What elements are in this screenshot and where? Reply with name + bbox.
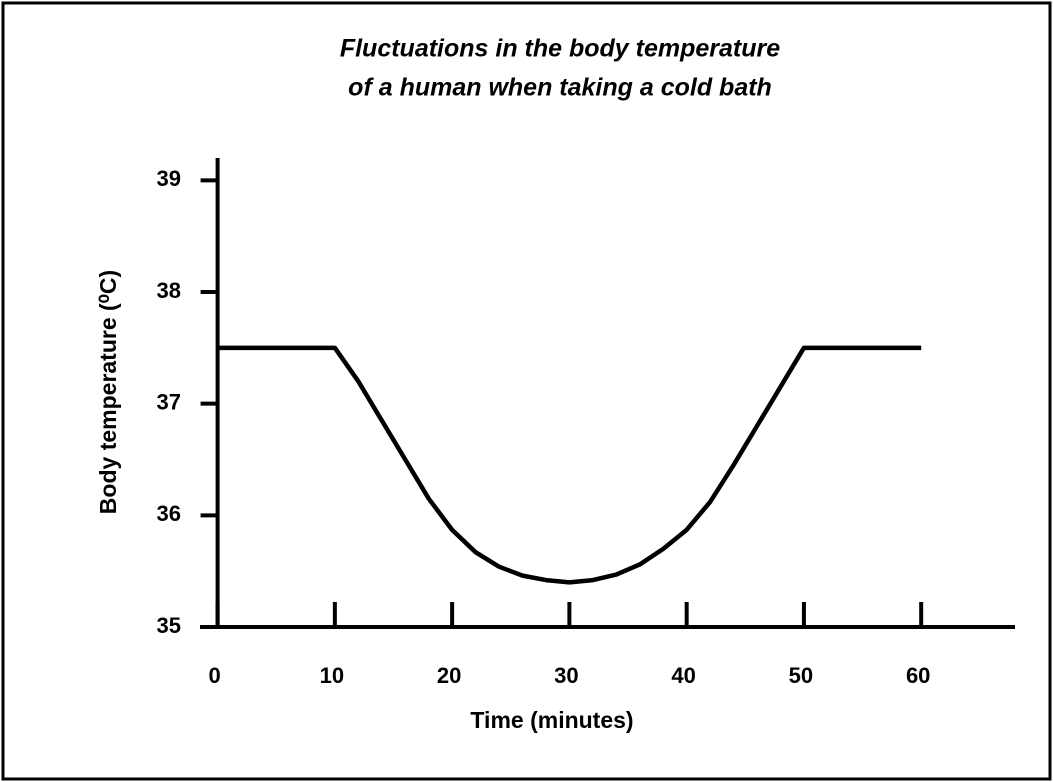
x-tick-label: 0 [208, 663, 220, 688]
chart-title: Fluctuations in the body temperature [340, 35, 780, 63]
x-axis-label: Time (minutes) [470, 707, 633, 733]
x-tick-label: 10 [320, 663, 344, 688]
x-tick-label: 50 [789, 663, 813, 688]
y-tick-label: 39 [157, 166, 181, 191]
y-axis-label: Body temperature (⁰C) [95, 270, 121, 514]
x-tick-label: 40 [671, 663, 695, 688]
y-tick-label: 38 [157, 278, 181, 303]
data-line [217, 345, 922, 585]
chart-title: of a human when taking a cold bath [348, 74, 772, 102]
x-tick-label: 20 [437, 663, 461, 688]
y-tick-label: 36 [157, 501, 181, 526]
x-tick-label: 30 [554, 663, 578, 688]
y-tick-label: 37 [157, 389, 181, 414]
y-tick-label: 35 [157, 613, 181, 638]
x-tick-label: 60 [906, 663, 930, 688]
